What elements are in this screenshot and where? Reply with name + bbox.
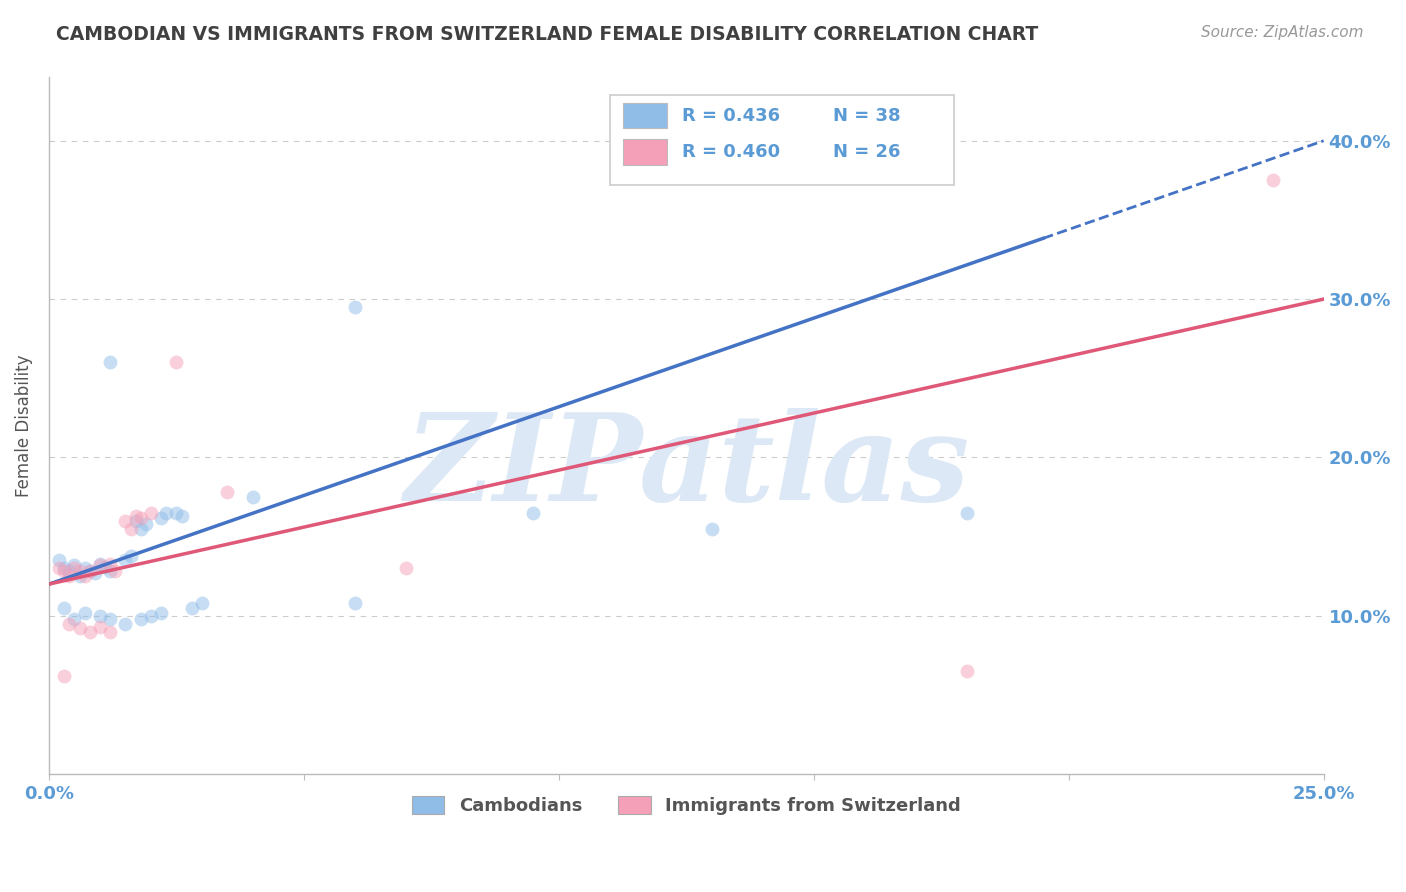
Point bbox=[114, 514, 136, 528]
Point bbox=[48, 561, 70, 575]
Point bbox=[79, 624, 101, 639]
Point bbox=[395, 561, 418, 575]
Point bbox=[165, 506, 187, 520]
Point bbox=[89, 608, 111, 623]
Point bbox=[94, 559, 117, 574]
Point bbox=[73, 561, 96, 575]
Point bbox=[53, 565, 76, 579]
Text: Source: ZipAtlas.com: Source: ZipAtlas.com bbox=[1201, 25, 1364, 40]
Point bbox=[135, 516, 157, 531]
Point bbox=[343, 596, 366, 610]
Point bbox=[79, 565, 101, 579]
Point bbox=[165, 355, 187, 369]
Point bbox=[120, 522, 142, 536]
Point bbox=[120, 549, 142, 563]
Point bbox=[155, 506, 177, 520]
FancyBboxPatch shape bbox=[610, 95, 955, 186]
Point bbox=[48, 553, 70, 567]
Point bbox=[129, 510, 152, 524]
Text: N = 26: N = 26 bbox=[832, 143, 900, 161]
FancyBboxPatch shape bbox=[623, 103, 668, 128]
Point bbox=[98, 612, 121, 626]
Point bbox=[69, 565, 91, 579]
Point bbox=[104, 565, 127, 579]
Point bbox=[79, 565, 101, 579]
Point bbox=[139, 608, 162, 623]
Point bbox=[89, 620, 111, 634]
Point bbox=[956, 506, 979, 520]
Point bbox=[150, 510, 173, 524]
Point bbox=[139, 506, 162, 520]
Point bbox=[98, 557, 121, 571]
Point bbox=[343, 300, 366, 314]
Text: N = 38: N = 38 bbox=[832, 107, 900, 125]
Point bbox=[114, 616, 136, 631]
Point bbox=[124, 509, 146, 524]
Point bbox=[69, 622, 91, 636]
Text: R = 0.436: R = 0.436 bbox=[682, 107, 780, 125]
Point bbox=[180, 600, 202, 615]
Point bbox=[73, 569, 96, 583]
Point bbox=[129, 522, 152, 536]
Point bbox=[242, 490, 264, 504]
Text: R = 0.460: R = 0.460 bbox=[682, 143, 780, 161]
Point bbox=[73, 606, 96, 620]
Point bbox=[124, 514, 146, 528]
Point bbox=[53, 561, 76, 575]
Point bbox=[1261, 173, 1284, 187]
Point bbox=[83, 566, 105, 580]
Point bbox=[98, 565, 121, 579]
Point bbox=[129, 612, 152, 626]
Point bbox=[98, 624, 121, 639]
Point bbox=[114, 553, 136, 567]
Point bbox=[63, 612, 86, 626]
Legend: Cambodians, Immigrants from Switzerland: Cambodians, Immigrants from Switzerland bbox=[402, 787, 970, 824]
Point bbox=[63, 561, 86, 575]
Point bbox=[150, 606, 173, 620]
Point bbox=[63, 558, 86, 573]
Point bbox=[58, 569, 80, 583]
Point bbox=[69, 569, 91, 583]
Point bbox=[53, 669, 76, 683]
Text: CAMBODIAN VS IMMIGRANTS FROM SWITZERLAND FEMALE DISABILITY CORRELATION CHART: CAMBODIAN VS IMMIGRANTS FROM SWITZERLAND… bbox=[56, 25, 1039, 44]
Point bbox=[191, 596, 214, 610]
Point bbox=[217, 485, 239, 500]
Text: ZIPatlas: ZIPatlas bbox=[404, 409, 969, 527]
Point bbox=[522, 506, 544, 520]
Point bbox=[58, 565, 80, 579]
Point bbox=[956, 664, 979, 678]
Point bbox=[58, 616, 80, 631]
Point bbox=[700, 522, 723, 536]
Point bbox=[89, 557, 111, 571]
Point bbox=[98, 355, 121, 369]
Point bbox=[53, 600, 76, 615]
Y-axis label: Female Disability: Female Disability bbox=[15, 354, 32, 497]
Point bbox=[89, 558, 111, 573]
FancyBboxPatch shape bbox=[623, 139, 668, 164]
Point bbox=[170, 509, 193, 524]
